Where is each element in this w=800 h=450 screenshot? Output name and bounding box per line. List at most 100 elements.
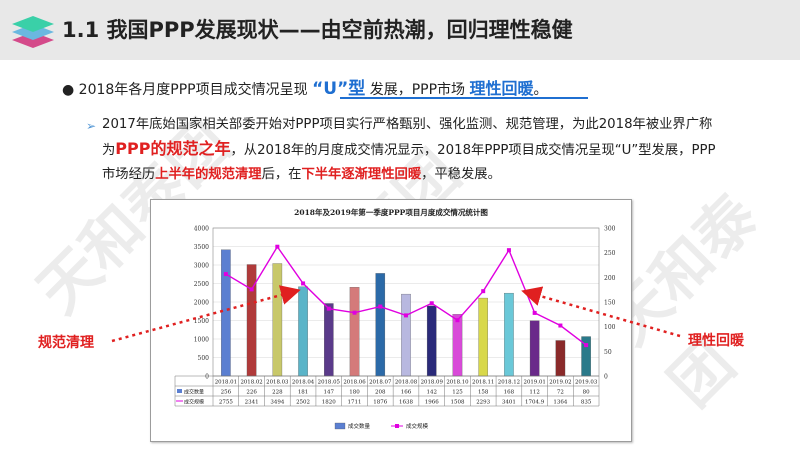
chart-svg: 2018年及2019年第一季度PPP项目月度成交情况统计图05001000150… bbox=[174, 207, 616, 430]
right-axis-tick-label: 300 bbox=[604, 226, 616, 233]
table-series-label: 成交规模 bbox=[184, 399, 204, 406]
line-point bbox=[352, 310, 357, 315]
left-dashed-arrow bbox=[111, 285, 301, 343]
para-red-2: 上半年的规范清理 bbox=[155, 167, 262, 182]
line-point bbox=[326, 306, 331, 311]
left-axis-tick-label: 3500 bbox=[194, 244, 209, 251]
bullet-text-mid: 发展，PPP市场 bbox=[369, 82, 466, 98]
left-axis-tick-label: 2000 bbox=[194, 300, 209, 307]
data-label-count: 228 bbox=[272, 390, 283, 396]
data-label-scale: 2341 bbox=[245, 400, 259, 406]
line-point bbox=[275, 244, 280, 249]
data-label-scale: 2755 bbox=[219, 400, 233, 406]
category-tick-label: 2018.06 bbox=[343, 380, 366, 386]
right-axis-tick-label: 150 bbox=[604, 300, 616, 307]
category-tick-label: 2018.05 bbox=[318, 380, 341, 386]
line-point bbox=[249, 287, 254, 292]
left-axis-tick-label: 1000 bbox=[194, 337, 209, 344]
summary-bullet: ● 2018年各月度PPP项目成交情况呈现 “U”型 发展，PPP市场 理性回暖… bbox=[62, 74, 548, 99]
u-shape-highlight: “U”型 bbox=[312, 79, 366, 99]
category-tick-label: 2019.02 bbox=[549, 380, 571, 386]
legend-swatch-marker bbox=[395, 424, 399, 428]
category-tick-label: 2018.11 bbox=[472, 380, 494, 386]
data-label-count: 226 bbox=[246, 390, 257, 396]
data-label-scale: 1820 bbox=[322, 400, 336, 406]
category-tick-label: 2018.01 bbox=[215, 380, 237, 386]
category-tick-label: 2019.03 bbox=[575, 380, 598, 386]
category-tick-label: 2018.09 bbox=[421, 380, 444, 386]
para-part-1: 2017年底始国家相关部委开始对PPP项目实行严格甄别、强化监测、规范管理，为此… bbox=[102, 117, 713, 158]
category-tick-label: 2018.02 bbox=[240, 380, 262, 386]
category-tick-label: 2018.12 bbox=[498, 380, 520, 386]
category-tick-label: 2018.08 bbox=[395, 380, 418, 386]
line-point bbox=[378, 304, 383, 309]
title-bar: 1.1 我国PPP发展现状——由空前热潮，回归理性稳健 bbox=[0, 0, 800, 60]
arrow-bullet-icon: ➢ bbox=[86, 119, 97, 133]
data-label-scale: 1638 bbox=[399, 400, 413, 406]
left-axis-tick-label: 0 bbox=[205, 374, 209, 381]
category-tick-label: 2018.03 bbox=[266, 380, 289, 386]
line-point bbox=[584, 343, 589, 348]
table-series-label: 成交数量 bbox=[184, 389, 204, 396]
data-label-scale: 3494 bbox=[270, 400, 284, 406]
para-part-3: 后，在 bbox=[261, 167, 302, 182]
right-axis-tick-label: 50 bbox=[604, 349, 612, 356]
right-axis-tick-label: 250 bbox=[604, 250, 616, 257]
right-dashed-arrow bbox=[521, 286, 681, 338]
para-red-3: 下半年逐渐理性回暖 bbox=[301, 167, 422, 182]
line-point bbox=[429, 301, 434, 306]
annotation-right-label: 理性回暖 bbox=[688, 333, 744, 349]
data-label-scale: 1508 bbox=[450, 400, 464, 406]
bullet-text-before: 2018年各月度PPP项目成交情况呈现 bbox=[78, 82, 308, 98]
chart-container: 2018年及2019年第一季度PPP项目月度成交情况统计图 0 500 1000 150… bbox=[150, 199, 632, 442]
bullet-text-end: 。 bbox=[533, 82, 548, 98]
data-label-count: 142 bbox=[426, 390, 437, 396]
line-point bbox=[404, 313, 408, 318]
data-label-count: 80 bbox=[583, 390, 590, 396]
data-label-count: 181 bbox=[298, 390, 309, 396]
para-red-1: PPP的规范之年 bbox=[115, 139, 231, 158]
left-axis-tick-label: 1500 bbox=[194, 318, 209, 325]
data-label-scale: 1711 bbox=[348, 400, 362, 406]
line-point bbox=[223, 272, 228, 277]
data-label-scale: 2502 bbox=[296, 400, 310, 406]
line-point bbox=[558, 323, 563, 328]
line-point bbox=[506, 248, 511, 253]
page-title: 1.1 我国PPP发展现状——由空前热潮，回归理性稳健 bbox=[62, 18, 573, 42]
left-axis-tick-label: 2500 bbox=[194, 281, 209, 288]
data-label-count: 125 bbox=[452, 390, 463, 396]
data-label-count: 147 bbox=[324, 390, 335, 396]
data-label-scale: 1364 bbox=[553, 400, 567, 406]
line-point bbox=[481, 289, 486, 294]
data-label-count: 168 bbox=[504, 390, 515, 396]
left-axis-tick-label: 500 bbox=[198, 355, 210, 362]
line-point bbox=[532, 310, 537, 315]
legend-label: 成交规模 bbox=[406, 422, 429, 430]
table-legend-swatch-bar bbox=[177, 389, 182, 393]
data-label-scale: 2293 bbox=[476, 400, 490, 406]
right-axis-tick-label: 0 bbox=[604, 374, 608, 381]
layers-logo-icon bbox=[12, 16, 54, 48]
para-part-4: ，平稳发展。 bbox=[421, 167, 501, 182]
data-label-scale: 3401 bbox=[502, 400, 516, 406]
legend-label: 成交数量 bbox=[348, 422, 371, 430]
line-point bbox=[455, 318, 460, 323]
data-label-count: 72 bbox=[557, 390, 564, 396]
legend-swatch-bar bbox=[334, 422, 346, 430]
annotation-left-label: 规范清理 bbox=[38, 335, 94, 351]
right-axis-tick-label: 100 bbox=[604, 324, 616, 331]
line-point bbox=[301, 281, 306, 286]
data-label-scale: 835 bbox=[581, 400, 592, 406]
body-paragraph: 2017年底始国家相关部委开始对PPP项目实行严格甄别、强化监测、规范管理，为此… bbox=[102, 113, 722, 187]
rational-recovery-highlight: 理性回暖 bbox=[469, 79, 534, 98]
chart-title: 2018年及2019年第一季度PPP项目月度成交情况统计图 bbox=[294, 207, 488, 217]
data-label-scale: 1704.9 bbox=[525, 400, 545, 406]
data-label-scale: 1966 bbox=[425, 400, 439, 406]
category-tick-label: 2019.01 bbox=[524, 380, 546, 386]
right-axis-tick-label: 200 bbox=[604, 275, 616, 282]
category-tick-label: 2018.07 bbox=[369, 380, 392, 386]
category-tick-label: 2018.10 bbox=[446, 380, 469, 386]
left-axis-tick-label: 3000 bbox=[194, 263, 209, 270]
data-label-count: 256 bbox=[221, 390, 232, 396]
